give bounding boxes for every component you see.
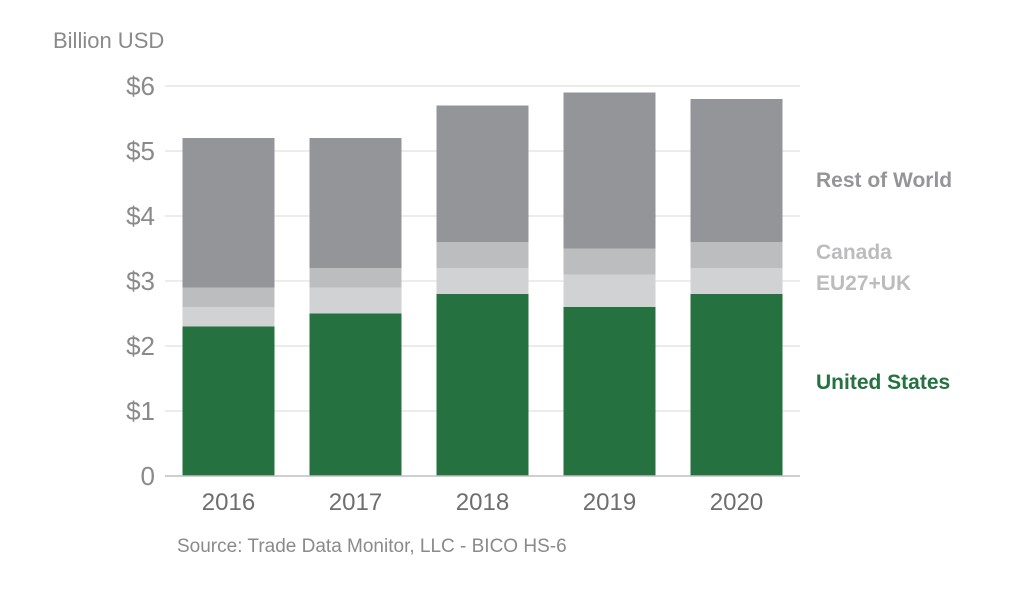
- bar-segment: [436, 105, 529, 242]
- bar-segment: [690, 268, 783, 294]
- bar-segment: [690, 294, 783, 476]
- bar-segment: [563, 92, 656, 249]
- bar-segment: [436, 294, 529, 476]
- x-tick-label: 2018: [456, 489, 509, 516]
- bar-segment: [563, 274, 656, 307]
- bar-segment: [690, 242, 783, 268]
- bar-segment: [182, 307, 275, 327]
- legend-eu27-uk: EU27+UK: [816, 272, 912, 295]
- source-note: Source: Trade Data Monitor, LLC - BICO H…: [177, 536, 567, 557]
- bar-segment: [182, 287, 275, 307]
- bar-segment: [309, 268, 402, 288]
- bar-segment: [563, 307, 656, 476]
- bar-segment: [690, 99, 783, 242]
- bar-segment: [309, 313, 402, 476]
- x-tick-label: 2020: [710, 489, 763, 516]
- legend-united-states: United States: [816, 371, 951, 394]
- axes: 0 $1 $2 $3 $4 $5 $6 2016 2017 2018 2019 2020: [126, 71, 800, 516]
- x-tick-label: 2016: [202, 489, 255, 516]
- y-tick-label: $5: [126, 136, 155, 166]
- bar-segment: [309, 287, 402, 314]
- x-tick-label: 2019: [583, 489, 636, 516]
- bar-segment: [436, 242, 529, 268]
- bar-segment: [436, 268, 529, 294]
- x-tick-label: 2017: [329, 489, 382, 516]
- legend-rest-of-world: Rest of World: [816, 169, 953, 192]
- y-tick-label: $4: [126, 201, 155, 231]
- y-tick-label: $1: [126, 396, 155, 426]
- y-tick-label: $6: [126, 71, 155, 101]
- y-tick-label: 0: [141, 461, 155, 491]
- bars: [182, 92, 783, 476]
- bar-segment: [563, 248, 656, 275]
- y-tick-label: $2: [126, 331, 155, 361]
- y-axis-unit-label: Billion USD: [53, 28, 165, 53]
- y-tick-label: $3: [126, 266, 155, 296]
- legend-canada: Canada: [816, 241, 892, 264]
- bar-segment: [182, 138, 275, 288]
- bar-segment: [309, 138, 402, 268]
- bar-segment: [182, 326, 275, 476]
